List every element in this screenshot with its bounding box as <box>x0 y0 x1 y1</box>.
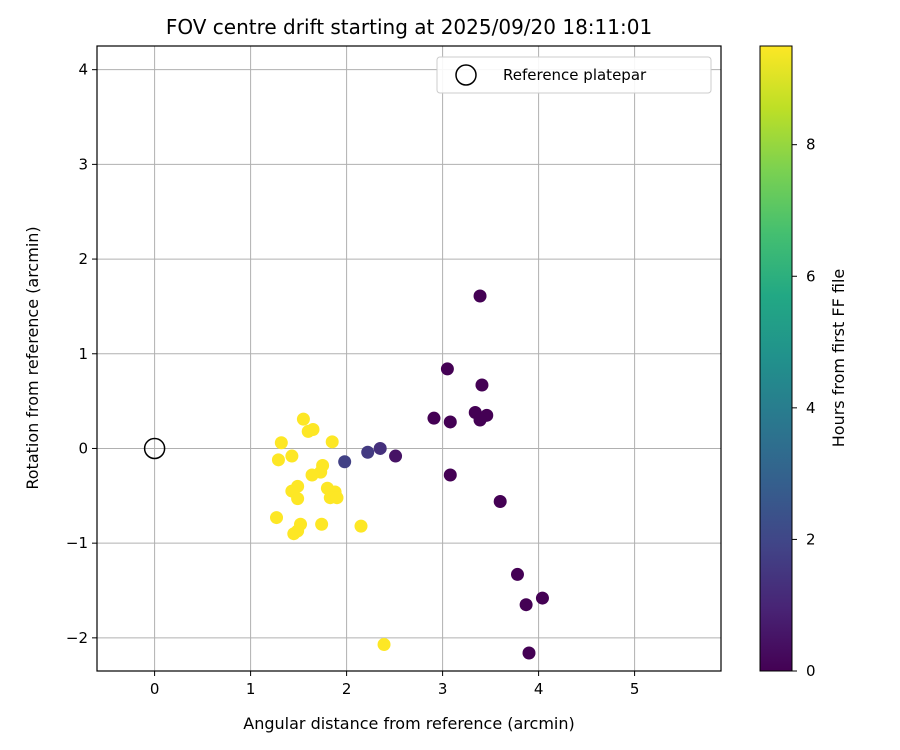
data-point <box>493 494 507 508</box>
data-point <box>510 567 524 581</box>
data-point <box>522 646 536 660</box>
colorbar-tick-label: 4 <box>806 399 816 417</box>
colorbar-label: Hours from first FF file <box>829 269 848 448</box>
x-axis-ticks: 0 1 2 3 4 5 <box>150 671 640 698</box>
data-point <box>535 591 549 605</box>
reference-platepar-marker <box>143 437 166 460</box>
data-point <box>330 491 344 505</box>
legend-label-reference: Reference platepar <box>503 66 647 84</box>
y-axis-ticks: −2 −1 0 1 2 3 4 <box>66 61 97 647</box>
y-tick-label: 3 <box>78 155 88 173</box>
x-tick-label: 4 <box>534 680 544 698</box>
x-tick-label: 0 <box>150 680 160 698</box>
y-tick-label: 4 <box>78 61 88 79</box>
data-point <box>473 289 487 303</box>
y-axis-label: Rotation from reference (arcmin) <box>23 226 42 489</box>
data-point <box>287 527 301 541</box>
data-point <box>473 413 487 427</box>
data-point <box>519 598 533 612</box>
plot-frame <box>96 45 722 672</box>
legend-box <box>436 56 712 94</box>
x-axis-label: Angular distance from reference (arcmin) <box>243 714 574 733</box>
grid-lines <box>97 46 721 671</box>
colorbar-tick-label: 8 <box>806 136 816 154</box>
x-tick-label: 2 <box>342 680 352 698</box>
x-tick-label: 3 <box>438 680 448 698</box>
data-point <box>301 424 315 438</box>
chart-title: FOV centre drift starting at 2025/09/20 … <box>166 15 652 39</box>
y-tick-label: −1 <box>66 534 88 552</box>
data-point <box>377 637 391 651</box>
x-tick-label: 5 <box>630 680 640 698</box>
colorbar: 0 2 4 6 8 Hours from first FF file <box>759 45 848 680</box>
data-point <box>361 445 375 459</box>
data-point <box>296 412 310 426</box>
data-point <box>285 449 299 463</box>
colorbar-frame <box>759 45 793 672</box>
data-point <box>338 455 352 469</box>
data-point <box>475 378 489 392</box>
y-tick-label: −2 <box>66 629 88 647</box>
data-point <box>315 517 329 531</box>
colorbar-ticks: 0 2 4 6 8 <box>792 136 816 680</box>
x-tick-label: 1 <box>246 680 256 698</box>
data-point <box>440 362 454 376</box>
data-point <box>443 415 457 429</box>
colorbar-tick-label: 6 <box>806 267 816 285</box>
y-tick-label: 2 <box>78 250 88 268</box>
data-point <box>325 435 339 449</box>
data-point <box>354 519 368 533</box>
data-point <box>270 511 284 525</box>
y-tick-label: 0 <box>78 439 88 457</box>
data-point <box>271 453 285 467</box>
colorbar-tick-label: 2 <box>806 530 816 548</box>
data-point <box>443 468 457 482</box>
legend-marker-reference <box>455 64 477 86</box>
colorbar-gradient <box>760 46 792 671</box>
data-point <box>389 449 403 463</box>
colorbar-tick-label: 0 <box>806 662 816 680</box>
data-point <box>274 436 288 450</box>
data-point <box>291 492 305 506</box>
data-point <box>427 411 441 425</box>
data-point <box>373 441 387 455</box>
data-points <box>143 289 549 660</box>
legend: Reference platepar <box>436 56 712 94</box>
data-point <box>305 468 319 482</box>
y-tick-label: 1 <box>78 345 88 363</box>
